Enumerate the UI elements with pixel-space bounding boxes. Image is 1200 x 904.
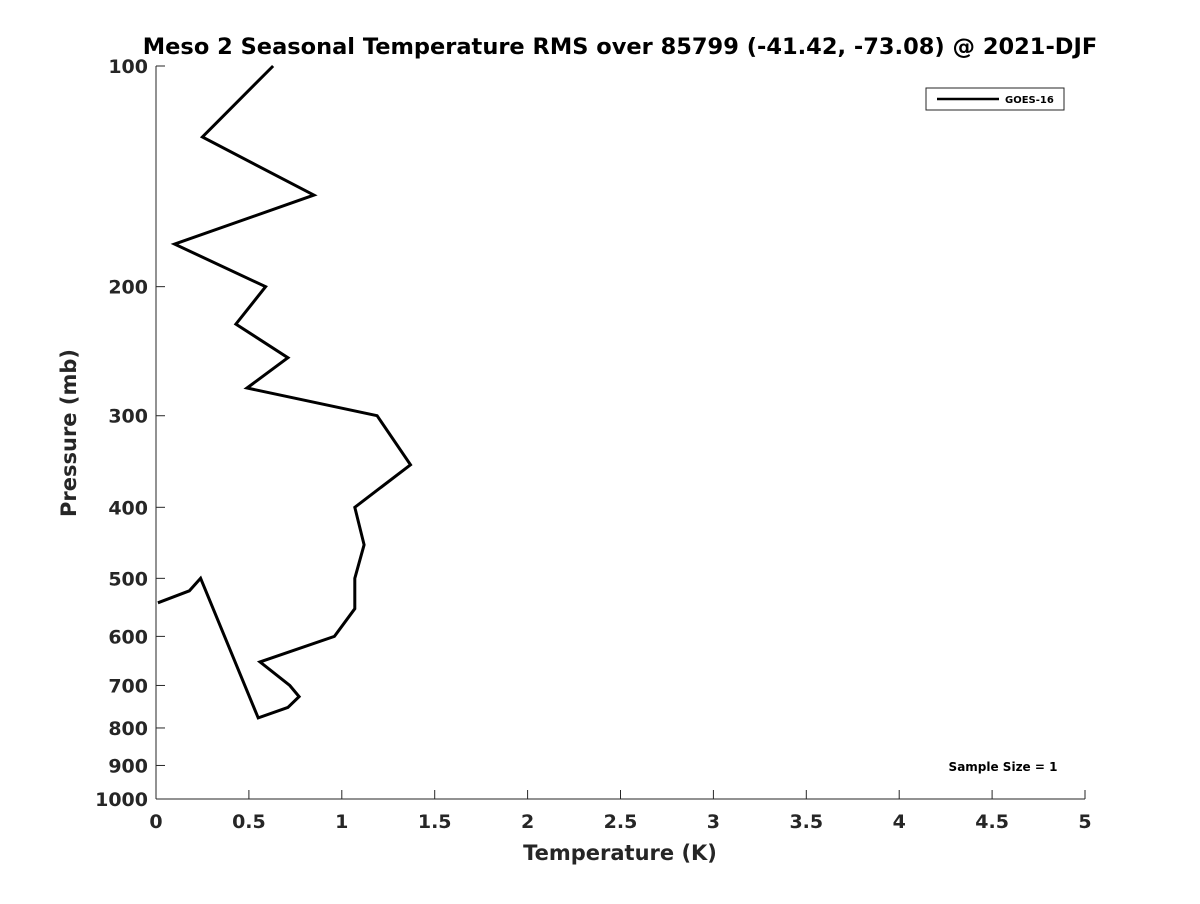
legend-label: GOES-16 [1005,95,1054,106]
legend: GOES-16 [925,87,1065,111]
y-tick-label: 900 [108,755,148,777]
x-tick-label: 0 [149,811,162,833]
x-axis-label: Temperature (K) [523,841,717,865]
x-tick-label: 0.5 [232,811,266,833]
ticks: 0 0.5 1 1.5 2 2.5 3 3.5 4 4.5 5 100 200 300 400 500 600 7… [95,56,1092,833]
y-tick-label: 600 [108,626,148,648]
x-tick-label: 2 [521,811,534,833]
x-tick-label: 3.5 [789,811,823,833]
y-tick-label: 400 [108,497,148,519]
series-line-goes-16 [157,64,413,720]
y-tick-label: 300 [108,406,148,428]
y-tick-label: 200 [108,277,148,299]
sample-size-annotation: Sample Size = 1 [949,760,1058,774]
x-tick-label: 4.5 [975,811,1009,833]
y-tick-label: 100 [108,56,148,78]
x-tick-label: 3 [707,811,720,833]
y-tick-label: 1000 [95,789,148,811]
x-tick-label: 1 [335,811,348,833]
x-tick-label: 2.5 [604,811,638,833]
x-tick-label: 1.5 [418,811,452,833]
x-tick-label: 5 [1078,811,1091,833]
y-tick-label: 500 [108,568,148,590]
y-tick-label: 700 [108,675,148,697]
x-tick-label: 4 [893,811,906,833]
y-tick-label: 800 [108,718,148,740]
series-group [157,64,413,720]
chart-title: Meso 2 Seasonal Temperature RMS over 857… [143,34,1097,60]
y-axis-label: Pressure (mb) [57,349,81,517]
